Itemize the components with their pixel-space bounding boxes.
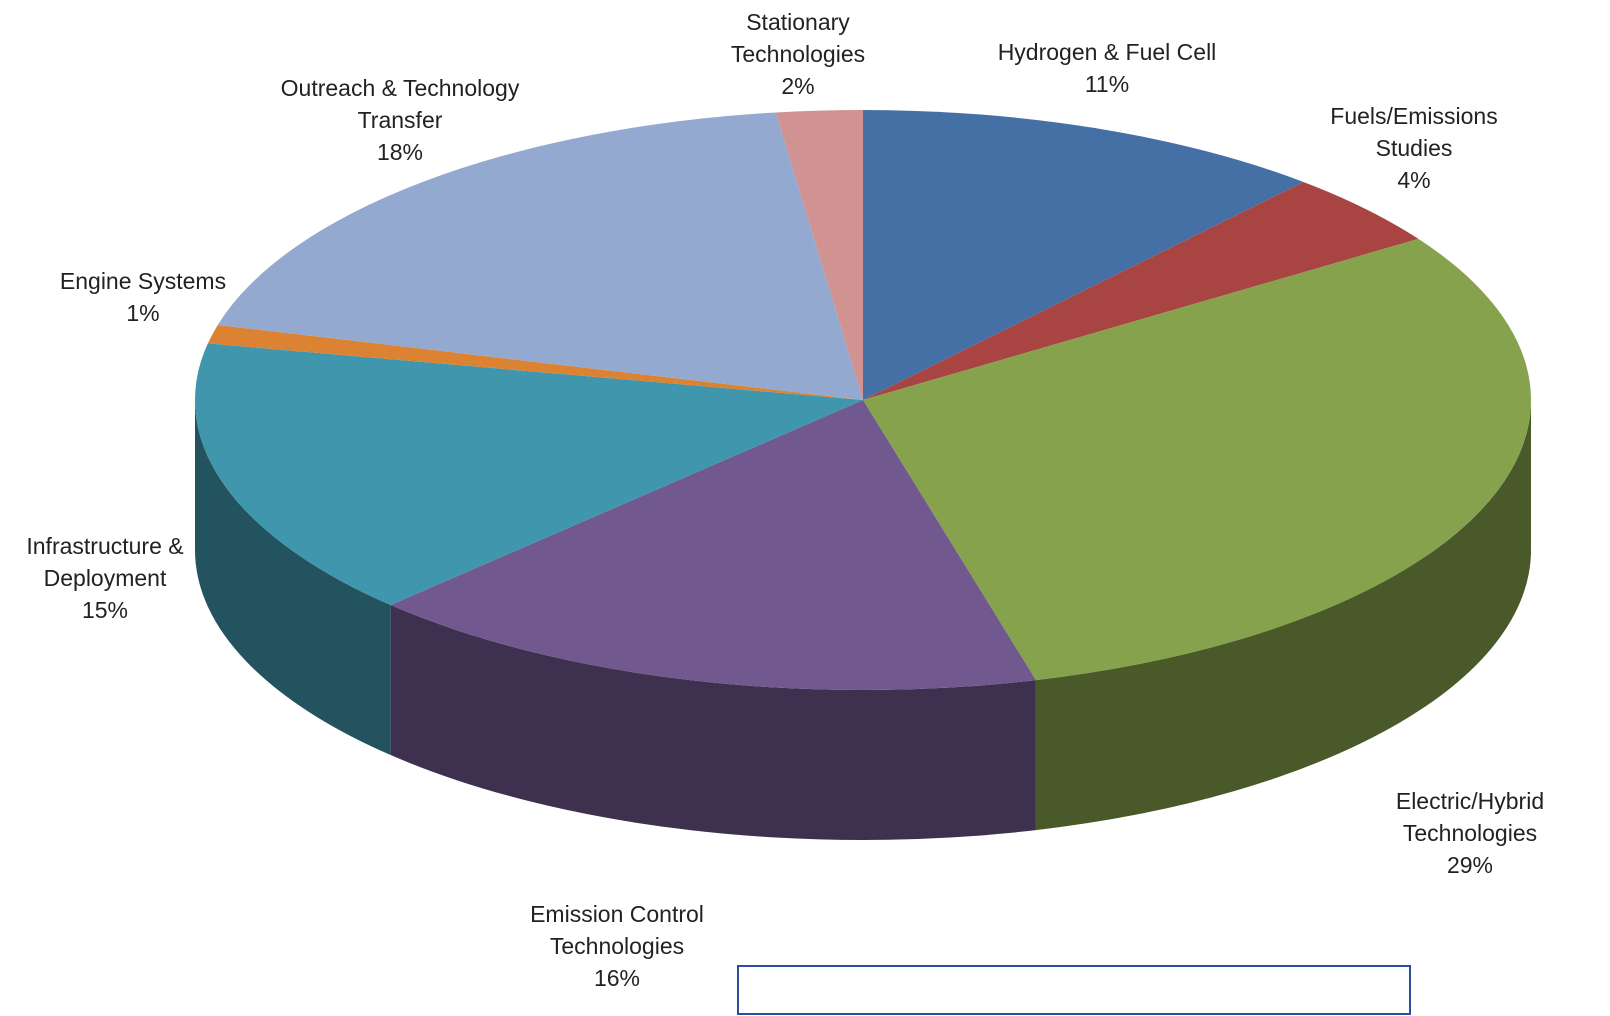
value-label: 1% [126, 300, 160, 326]
slice-label: Infrastructure & Deployment 15% [3, 530, 208, 626]
value-label: 15% [81, 597, 129, 623]
slice-side [390, 605, 1036, 840]
pie-sides [195, 400, 1531, 840]
category-label: Emission Control Technologies [530, 901, 704, 959]
slice-label: Stationary Technologies 2% [708, 6, 888, 102]
category-label: Infrastructure & Deployment [26, 533, 184, 591]
slice-label: Hydrogen & Fuel Cell 11% [987, 36, 1227, 100]
category-label: Engine Systems [59, 268, 227, 294]
text-box [737, 965, 1411, 1015]
slice-label: Electric/Hybrid Technologies 29% [1375, 785, 1565, 881]
pie-slice [863, 110, 1304, 400]
value-label: 4% [1397, 167, 1431, 193]
pie-slice [390, 400, 1036, 690]
slice-label: Engine Systems 1% [33, 265, 253, 329]
slice-label: Fuels/Emissions Studies 4% [1309, 100, 1519, 196]
value-label: 11% [1084, 71, 1130, 97]
value-label: 16% [593, 965, 641, 991]
pie-slice [194, 343, 863, 606]
pie-slice [863, 238, 1532, 681]
pie-slice [207, 324, 863, 400]
slice-label: Emission Control Technologies 16% [502, 898, 732, 994]
category-label: Stationary Technologies [730, 9, 866, 67]
slice-side [195, 400, 391, 756]
slice-label: Outreach & Technology Transfer 18% [250, 72, 550, 168]
value-label: 18% [376, 139, 424, 165]
pie-slice [775, 110, 863, 400]
pie-slice [863, 181, 1419, 400]
category-label: Fuels/Emissions Studies [1330, 103, 1498, 161]
slice-side [1035, 400, 1531, 831]
category-label: Hydrogen & Fuel Cell [997, 39, 1217, 65]
pie-slice [217, 112, 864, 400]
category-label: Electric/Hybrid Technologies [1395, 788, 1545, 846]
value-label: 29% [1446, 852, 1494, 878]
category-label: Outreach & Technology Transfer [280, 75, 520, 133]
pie-tops [194, 110, 1532, 690]
value-label: 2% [781, 73, 815, 99]
